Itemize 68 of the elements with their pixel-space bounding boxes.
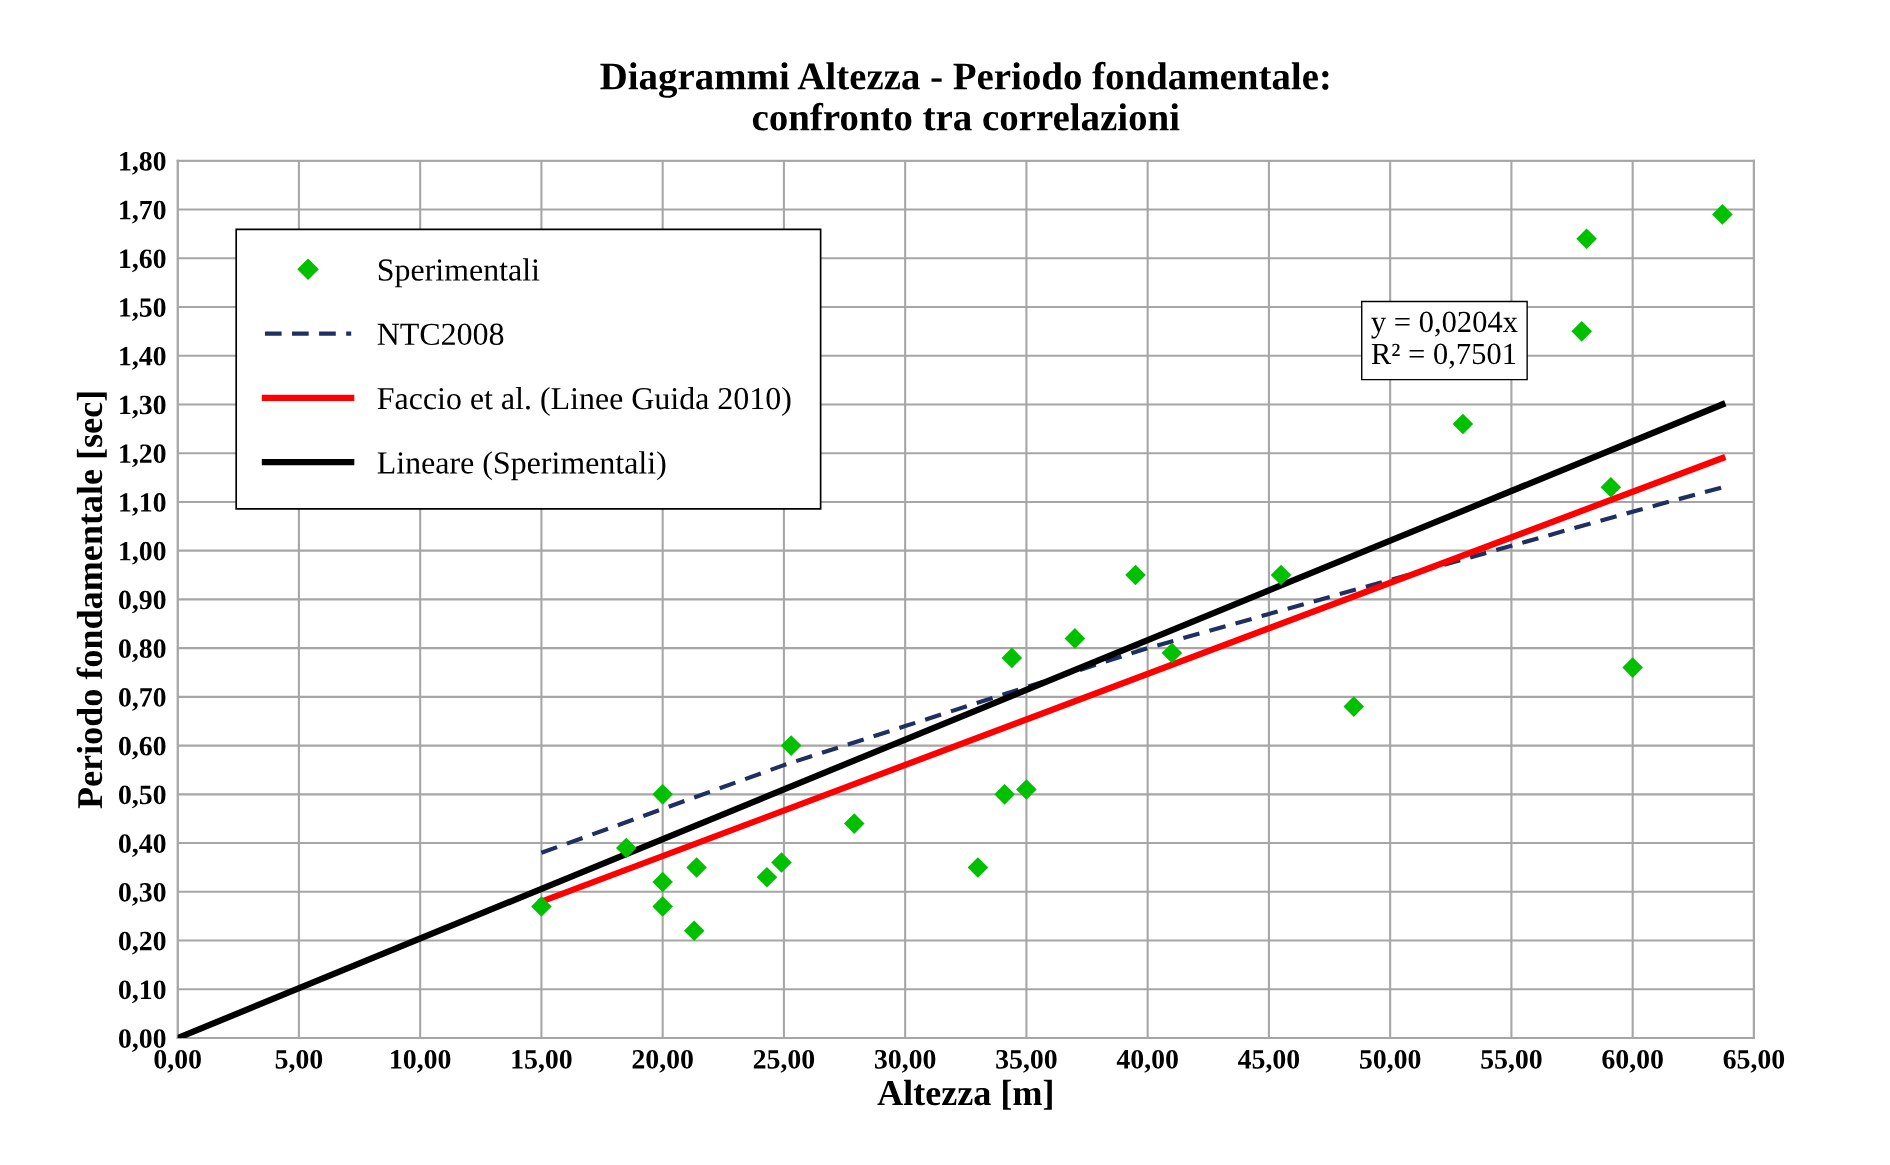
y-tick-label: 1,10 (120, 493, 166, 516)
point (683, 920, 705, 942)
legend-label: Faccio et al. (Linee Guida 2010) (377, 386, 791, 416)
y-tick-label: 0,90 (119, 590, 166, 614)
point (686, 857, 707, 878)
x-tick-label: 25,00 (753, 1049, 815, 1073)
x-tick-label: 10,00 (391, 1049, 451, 1073)
y-tick-label: 0,10 (119, 980, 166, 1004)
x-tick-label: 45,00 (1238, 1049, 1300, 1073)
x-tick-label: 55,00 (1481, 1049, 1542, 1073)
y-tick-label: 0,80 (119, 639, 166, 663)
point (1016, 779, 1037, 800)
line-series (539, 485, 1725, 855)
point (1576, 228, 1597, 250)
y-tick-label: 1,60 (120, 249, 166, 273)
x-tick-label: 5,00 (275, 1049, 323, 1073)
y-tick-label: 0,50 (119, 785, 166, 809)
point (1125, 564, 1146, 586)
point (1064, 628, 1086, 649)
x-tick-label: 65,00 (1723, 1049, 1785, 1073)
x-tick-label: 60,00 (1602, 1049, 1663, 1073)
x-tick-label: 15,00 (512, 1049, 572, 1073)
point (652, 871, 673, 893)
point (1600, 477, 1622, 498)
chart-title: Diagrammi Altezza - Periodo fondamentale: confronto tra correlazioni (600, 61, 1329, 131)
y-axis-title: Periodo fondamentale [sec] (76, 392, 107, 809)
legend-label: NTC2008 (377, 323, 504, 346)
point (1161, 642, 1183, 664)
y-tick-label: 1,40 (120, 346, 166, 370)
point (1712, 204, 1733, 225)
legend-label: Lineare (Sperimentali) (377, 451, 666, 481)
point (756, 866, 778, 888)
y-tick-label: 1,70 (120, 200, 166, 224)
y-tick-label: 0,20 (119, 931, 166, 955)
y-tick-label: 1,00 (120, 541, 166, 565)
point (652, 896, 673, 917)
point (1622, 657, 1643, 678)
y-tick-label: 0,40 (119, 834, 166, 858)
y-tick-label: 0,70 (119, 688, 166, 711)
point (1343, 696, 1365, 717)
point (780, 735, 802, 756)
y-tick-label: 1,30 (120, 395, 166, 419)
point (843, 813, 865, 834)
point (531, 896, 552, 917)
point (1452, 413, 1474, 435)
point (1571, 321, 1593, 342)
x-tick-label: 0,00 (154, 1049, 201, 1073)
x-axis-title: Altezza [m] (877, 1079, 1052, 1110)
point (994, 784, 1015, 805)
point (1001, 647, 1023, 669)
x-tick-label: 20,00 (632, 1049, 693, 1073)
x-tick-label: 40,00 (1116, 1049, 1178, 1073)
annotation: y = 0,0204x R² = 0,7501 (1371, 311, 1518, 369)
point (1270, 564, 1292, 586)
point (967, 857, 989, 878)
y-tick-label: 1,20 (120, 444, 166, 468)
point (652, 784, 673, 805)
point (615, 837, 637, 859)
y-tick-label: 1,50 (120, 298, 166, 321)
x-tick-label: 50,00 (1360, 1049, 1421, 1073)
legend-label: Sperimentali (378, 258, 540, 288)
y-tick-label: 1,80 (120, 151, 166, 175)
point (771, 852, 792, 873)
y-tick-label: 0,60 (119, 736, 166, 760)
x-tick-label: 30,00 (874, 1049, 936, 1073)
x-tick-label: 35,00 (996, 1049, 1057, 1073)
y-tick-label: 0,30 (119, 882, 166, 906)
y-tick-label: 0,00 (119, 1029, 166, 1052)
